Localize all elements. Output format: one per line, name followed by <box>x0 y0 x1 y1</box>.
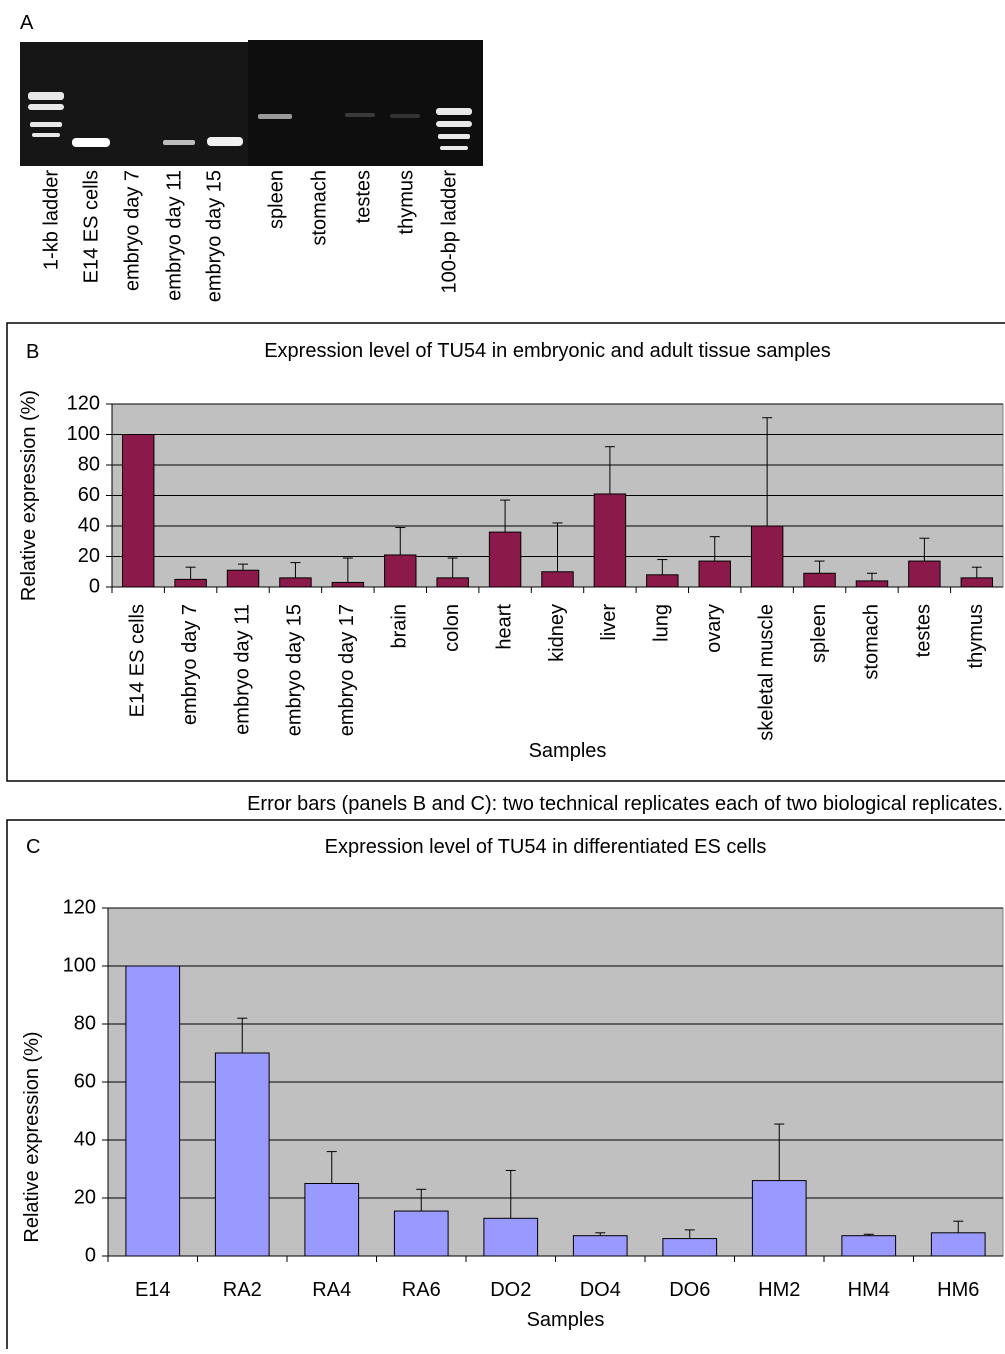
figure: A 1-kb ladder E14 ES cells embryo day 7 emb… <box>0 0 1005 1349</box>
bar <box>227 570 258 587</box>
bar <box>699 561 730 587</box>
x-tick-label: heart <box>493 604 515 650</box>
bar <box>909 561 940 587</box>
lane-label: testes <box>352 170 374 223</box>
y-tick-label: 60 <box>74 1070 96 1092</box>
bar <box>542 572 573 587</box>
x-tick-label: DO6 <box>669 1279 710 1301</box>
y-tick-label: 100 <box>67 423 100 445</box>
x-tick-label: testes <box>913 604 935 657</box>
x-tick-label: RA6 <box>402 1279 441 1301</box>
y-tick-label: 20 <box>74 1186 96 1208</box>
bar <box>280 578 311 587</box>
x-tick-label: RA4 <box>312 1279 351 1301</box>
x-tick-label: DO4 <box>580 1279 621 1301</box>
bar <box>122 435 153 588</box>
lane-label: spleen <box>265 170 287 229</box>
bar <box>437 578 468 587</box>
panel-label: A <box>20 12 34 34</box>
panel-label: C <box>26 836 40 858</box>
bar <box>215 1053 269 1256</box>
bar <box>594 494 625 587</box>
y-axis-label: Relative expression (%) <box>21 1031 43 1242</box>
bar <box>751 526 782 587</box>
bar <box>752 1181 806 1256</box>
y-tick-label: 40 <box>78 514 100 536</box>
x-tick-label: kidney <box>546 604 568 662</box>
lane-labels: 1-kb ladder E14 ES cells embryo day 7 embry… <box>40 170 460 303</box>
x-tick-label: ovary <box>703 604 725 653</box>
bar <box>484 1218 538 1256</box>
y-tick-label: 100 <box>63 954 96 976</box>
lane-label: stomach <box>308 170 330 246</box>
x-tick-label: thymus <box>965 604 987 668</box>
y-tick-label: 40 <box>74 1128 96 1150</box>
lane-label: 1-kb ladder <box>40 170 62 270</box>
bar <box>804 573 835 587</box>
bar <box>647 575 678 587</box>
y-tick-label: 20 <box>78 545 100 567</box>
x-tick-label: E14 ES cells <box>126 604 148 717</box>
bar <box>931 1233 985 1256</box>
bar <box>394 1211 448 1256</box>
x-tick-label: liver <box>598 604 620 641</box>
bar <box>842 1236 896 1256</box>
y-tick-label: 120 <box>67 392 100 414</box>
bar <box>663 1239 717 1256</box>
y-tick-label: 0 <box>89 575 100 597</box>
x-tick-label: HM4 <box>848 1279 890 1301</box>
bar <box>385 555 416 587</box>
x-tick-label: colon <box>441 604 463 652</box>
x-axis-label: Samples <box>529 740 607 762</box>
bar <box>332 582 363 587</box>
x-tick-label: skeletal muscle <box>755 604 777 741</box>
x-axis-label: Samples <box>527 1309 605 1331</box>
gel-image <box>20 40 483 166</box>
y-tick-label: 60 <box>78 484 100 506</box>
x-tick-label: embryo day 15 <box>284 604 306 736</box>
lane-label: thymus <box>395 170 417 234</box>
footnote: Error bars (panels B and C): two technic… <box>247 793 1003 815</box>
y-tick-label: 80 <box>74 1012 96 1034</box>
y-tick-label: 120 <box>63 896 96 918</box>
panel-label: B <box>26 341 39 363</box>
x-tick-label: HM2 <box>758 1279 800 1301</box>
y-axis-label: Relative expression (%) <box>18 390 40 601</box>
lane-label: E14 ES cells <box>80 170 102 283</box>
x-tick-label: RA2 <box>223 1279 262 1301</box>
bar <box>961 578 992 587</box>
chart-title: Expression level of TU54 in differentiat… <box>325 836 767 858</box>
x-tick-label: HM6 <box>937 1279 979 1301</box>
lane-label: embryo day 11 <box>163 170 185 301</box>
bar <box>126 966 180 1256</box>
lane-label: embryo day 15 <box>203 170 225 302</box>
x-tick-label: embryo day 11 <box>231 604 253 735</box>
x-tick-label: E14 <box>135 1279 171 1301</box>
x-tick-label: DO2 <box>490 1279 531 1301</box>
x-tick-label: embryo day 17 <box>336 604 358 736</box>
x-tick-label: lung <box>651 604 673 642</box>
chart-title: Expression level of TU54 in embryonic an… <box>264 340 831 362</box>
bar <box>856 581 887 587</box>
x-tick-label: spleen <box>808 604 830 663</box>
x-tick-label: embryo day 7 <box>179 604 201 725</box>
bar <box>573 1236 627 1256</box>
lane-label: embryo day 7 <box>121 170 143 291</box>
bar <box>175 579 206 587</box>
x-tick-label: stomach <box>860 604 882 680</box>
y-tick-label: 80 <box>78 453 100 475</box>
y-tick-label: 0 <box>85 1244 96 1266</box>
lane-label: 100-bp ladder <box>438 170 460 294</box>
bar <box>305 1184 359 1257</box>
x-tick-label: brain <box>389 604 411 648</box>
bar <box>489 532 520 587</box>
